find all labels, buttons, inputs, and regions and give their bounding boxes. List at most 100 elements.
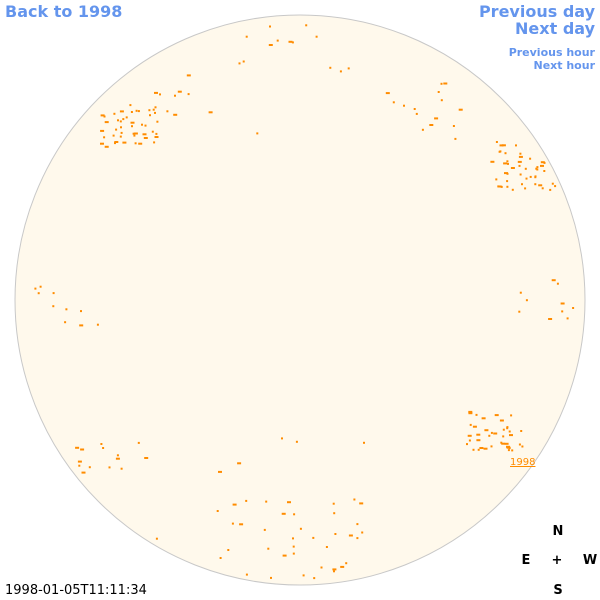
spot <box>340 565 345 568</box>
previous-day-link[interactable]: Previous day <box>479 2 596 21</box>
spot <box>345 562 348 565</box>
spot <box>153 141 156 144</box>
spot <box>142 133 147 136</box>
spot <box>120 131 123 134</box>
spot <box>476 433 481 436</box>
spot <box>529 175 532 178</box>
spot <box>216 510 219 512</box>
spot <box>325 546 328 548</box>
spot <box>137 441 140 444</box>
spot <box>166 110 169 113</box>
spot <box>156 120 159 123</box>
spot <box>135 109 138 112</box>
spot <box>152 108 155 111</box>
spot <box>506 180 509 183</box>
spot <box>265 500 268 503</box>
spot <box>291 41 294 44</box>
spot <box>115 128 118 131</box>
spot <box>313 577 316 580</box>
disk-label[interactable]: 1998 <box>510 457 535 468</box>
spot <box>490 431 493 434</box>
spot <box>497 185 500 188</box>
spot <box>159 93 161 96</box>
spot <box>540 164 544 167</box>
spot <box>549 188 552 191</box>
spot <box>81 471 86 474</box>
spot <box>312 536 315 539</box>
spot <box>385 92 390 95</box>
spot <box>548 318 553 320</box>
spot <box>281 512 286 515</box>
spot <box>500 185 503 188</box>
spot <box>37 292 40 295</box>
spot <box>75 446 80 449</box>
spot <box>467 434 472 437</box>
spot <box>508 430 511 433</box>
next-hour-link[interactable]: Next hour <box>534 59 596 72</box>
compass-south: S <box>553 583 562 598</box>
spot <box>519 291 522 294</box>
spot <box>115 457 120 460</box>
spot <box>520 430 523 432</box>
spot <box>572 307 575 309</box>
spot <box>434 117 439 120</box>
spot <box>502 428 505 431</box>
spot <box>468 410 473 413</box>
spot <box>494 414 499 417</box>
spot <box>80 448 85 451</box>
spot <box>506 160 509 163</box>
spot <box>108 466 111 469</box>
spot <box>96 323 99 326</box>
spot <box>125 116 128 119</box>
spot <box>114 142 116 145</box>
compass-north: N <box>553 524 564 539</box>
spot <box>472 425 477 428</box>
spot <box>556 282 559 285</box>
compass-east: E <box>522 553 531 568</box>
spot <box>534 183 537 186</box>
spot <box>334 533 337 535</box>
spot <box>238 62 241 65</box>
spot <box>143 137 148 139</box>
spot <box>421 128 424 131</box>
spot <box>403 104 405 107</box>
spot <box>133 132 138 135</box>
spot <box>536 168 539 171</box>
spot <box>155 537 158 540</box>
spot <box>88 466 91 469</box>
next-day-link[interactable]: Next day <box>515 19 596 38</box>
spot <box>511 449 514 452</box>
spot <box>141 123 143 126</box>
spot <box>332 502 335 505</box>
spot <box>114 141 119 143</box>
spot <box>502 435 505 438</box>
spot <box>415 112 418 115</box>
back-link[interactable]: Back to 1998 <box>5 2 122 21</box>
spot <box>504 442 509 445</box>
spot <box>270 576 272 579</box>
spot <box>543 170 546 172</box>
spot <box>173 113 178 116</box>
spot <box>543 161 546 164</box>
spot <box>551 279 556 282</box>
spot <box>186 74 191 77</box>
previous-hour-link[interactable]: Previous hour <box>509 46 596 59</box>
spot <box>305 24 308 27</box>
timestamp: 1998-01-05T11:11:34 <box>5 583 147 598</box>
spot <box>119 135 122 138</box>
spot <box>245 573 248 576</box>
spot <box>518 155 523 158</box>
spot <box>256 132 259 135</box>
spot <box>237 462 242 465</box>
spot <box>134 142 137 145</box>
spot <box>472 448 475 451</box>
spot <box>137 110 140 113</box>
spot <box>138 142 143 145</box>
spot <box>363 441 365 444</box>
spot <box>515 144 517 147</box>
spot <box>356 537 359 540</box>
spot <box>541 187 544 190</box>
spot <box>269 25 271 28</box>
spot <box>498 150 501 153</box>
spot <box>506 427 509 430</box>
